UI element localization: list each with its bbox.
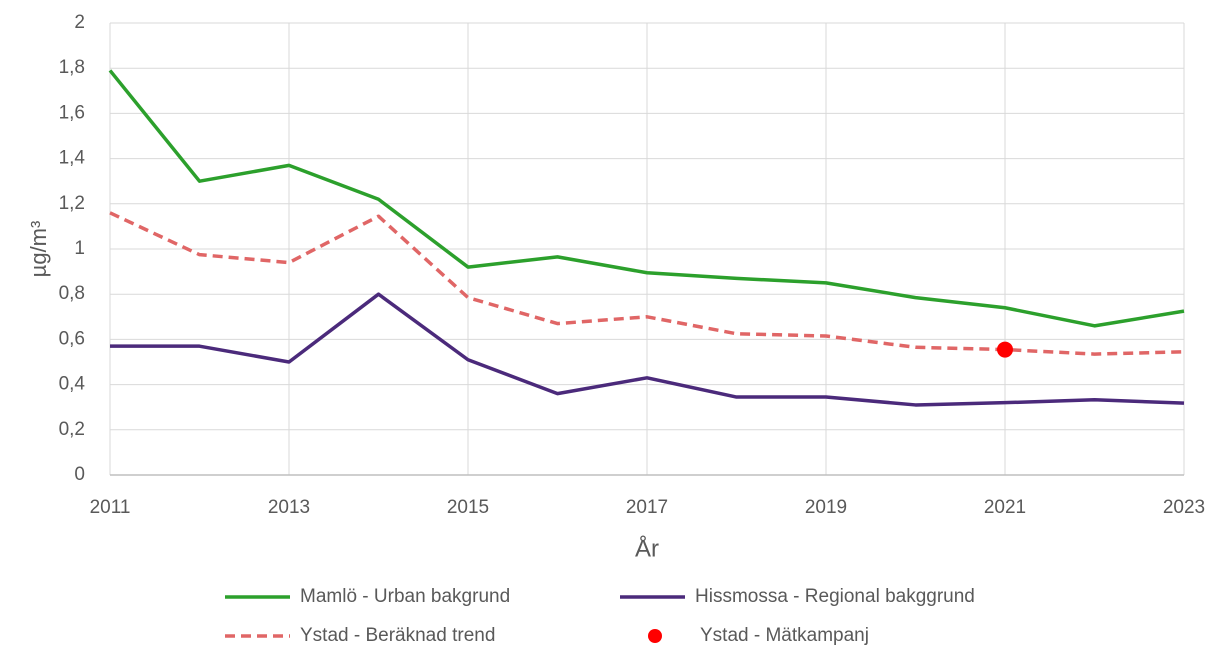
x-tick-label: 2017 (626, 497, 668, 518)
y-tick-label: 1 (74, 238, 85, 259)
y-tick-label: 1,6 (59, 102, 85, 123)
line (110, 292, 1185, 407)
y-tick-label: 1,2 (59, 193, 85, 214)
y-tick-label: 1,8 (59, 57, 85, 78)
y-tick-label: 0,6 (59, 328, 85, 349)
x-tick-label: 2023 (1163, 497, 1205, 518)
legend-label: Ystad - Mätkampanj (700, 625, 869, 646)
x-tick-label: 2013 (268, 497, 310, 518)
x-tick-label: 2021 (984, 497, 1026, 518)
y-tick-label: 0,8 (59, 283, 85, 304)
y-tick-label: 2 (74, 12, 85, 33)
y-axis-label: µg/m³ (26, 221, 51, 278)
y-tick-label: 0,2 (59, 419, 85, 440)
legend-label: Mamlö - Urban bakgrund (300, 586, 510, 607)
legend-label: Ystad - Beräknad trend (300, 625, 495, 646)
x-axis-label: År (635, 534, 659, 562)
point (997, 341, 1013, 358)
legend-label: Hissmossa - Regional bakggrund (695, 586, 975, 607)
y-tick-label: 1,4 (59, 148, 86, 169)
y-tick-label: 0,4 (59, 374, 86, 395)
x-tick-label: 2015 (447, 497, 489, 518)
legend-marker (648, 629, 662, 643)
y-tick-label: 0 (74, 464, 85, 485)
line (108, 69, 1185, 328)
x-tick-label: 2019 (805, 497, 847, 518)
x-tick-label: 2011 (90, 497, 131, 518)
